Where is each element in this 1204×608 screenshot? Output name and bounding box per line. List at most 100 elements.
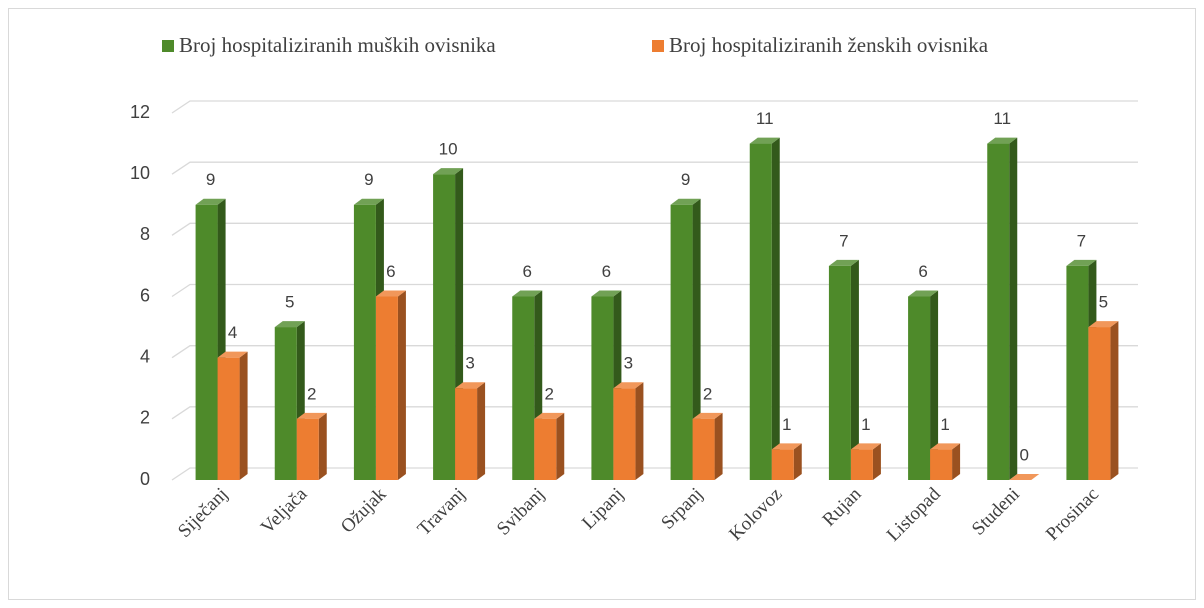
bar-top [930, 443, 961, 450]
bar [930, 449, 953, 480]
bar-side [635, 382, 644, 480]
data-label: 2 [703, 384, 712, 403]
bar-top [455, 382, 486, 389]
data-label: 11 [756, 109, 774, 128]
y-tick-label: 0 [140, 469, 150, 489]
bar-top [353, 198, 384, 205]
y-tick-label: 4 [140, 346, 150, 366]
data-label: 9 [364, 170, 373, 189]
data-label: 5 [1099, 293, 1108, 312]
legend-label: Broj hospitaliziranih ženskih ovisnika [669, 33, 989, 57]
grid-line [171, 345, 1138, 359]
bar [828, 265, 851, 480]
bar [433, 174, 456, 480]
bar-top [534, 412, 565, 419]
bar-side [930, 290, 939, 480]
bar-top [828, 259, 859, 266]
bar [375, 296, 398, 480]
data-label: 1 [861, 415, 870, 434]
bar [771, 449, 794, 480]
bar-side [850, 259, 859, 480]
bar [455, 388, 478, 480]
data-label: 0 [1020, 445, 1029, 464]
data-label: 6 [602, 262, 611, 281]
bar-side [397, 290, 406, 480]
bar-top [274, 321, 305, 328]
bar-side [556, 412, 565, 480]
bar [850, 449, 873, 480]
grid-line [171, 161, 1138, 175]
bar [217, 357, 240, 480]
y-tick-label: 8 [140, 224, 150, 244]
bar-side [318, 412, 327, 480]
grid-line [171, 283, 1138, 298]
bar [908, 296, 931, 480]
bar-top [670, 198, 701, 205]
data-label: 2 [307, 384, 316, 403]
bar [1066, 265, 1089, 480]
bar-top [512, 290, 543, 297]
bar-top [1066, 259, 1097, 266]
bar [987, 143, 1010, 481]
bar-side [1009, 137, 1018, 481]
bar-side [477, 382, 486, 480]
y-tick-label: 6 [140, 285, 150, 305]
legend-swatch [162, 40, 174, 52]
bar [534, 418, 557, 480]
bar-side [1110, 321, 1119, 480]
data-label: 6 [918, 262, 927, 281]
bar-top [908, 290, 939, 297]
bar-top [692, 412, 723, 419]
grid-line [171, 100, 1138, 114]
legend-swatch [652, 40, 664, 52]
bar [274, 327, 297, 480]
bar-side [714, 412, 723, 480]
data-label: 6 [386, 262, 395, 281]
grid-line [171, 222, 1138, 236]
bar [692, 418, 715, 480]
bar [591, 296, 614, 480]
data-label: 11 [993, 109, 1011, 128]
bar-top [987, 137, 1018, 144]
data-label: 3 [465, 354, 474, 373]
data-label: 1 [940, 415, 949, 434]
data-label: 7 [1077, 231, 1086, 250]
data-label: 9 [206, 170, 215, 189]
bar-top [749, 137, 780, 144]
y-tick-label: 2 [140, 408, 150, 428]
bar-top [296, 412, 327, 419]
bar [296, 418, 319, 480]
bar-top [850, 443, 881, 450]
bar [512, 296, 535, 480]
bar-side [771, 137, 780, 481]
bar-top [217, 351, 248, 358]
bar [353, 204, 376, 480]
bar-top [375, 290, 406, 297]
bar [749, 143, 772, 481]
data-label: 3 [624, 354, 633, 373]
bar-side [239, 351, 248, 480]
bar-side [793, 443, 802, 480]
data-label: 5 [285, 293, 294, 312]
bar-top [195, 198, 226, 205]
bar-side [872, 443, 881, 480]
grid-line [171, 406, 1138, 420]
data-label: 6 [523, 262, 532, 281]
y-tick-label: 12 [130, 102, 150, 122]
data-label: 2 [545, 384, 554, 403]
data-label: 7 [839, 231, 848, 250]
y-tick-label: 10 [130, 163, 150, 183]
data-label: 9 [681, 170, 690, 189]
bar-top [613, 382, 644, 389]
bar [613, 388, 636, 480]
grid-line [171, 467, 1138, 481]
data-label: 10 [439, 140, 458, 159]
bar-top [1009, 474, 1040, 480]
bar [1088, 327, 1111, 480]
bar [195, 204, 218, 480]
bar-top [1088, 321, 1119, 328]
data-label: 4 [228, 323, 237, 342]
bar-top [591, 290, 622, 297]
bar-side [952, 443, 961, 480]
